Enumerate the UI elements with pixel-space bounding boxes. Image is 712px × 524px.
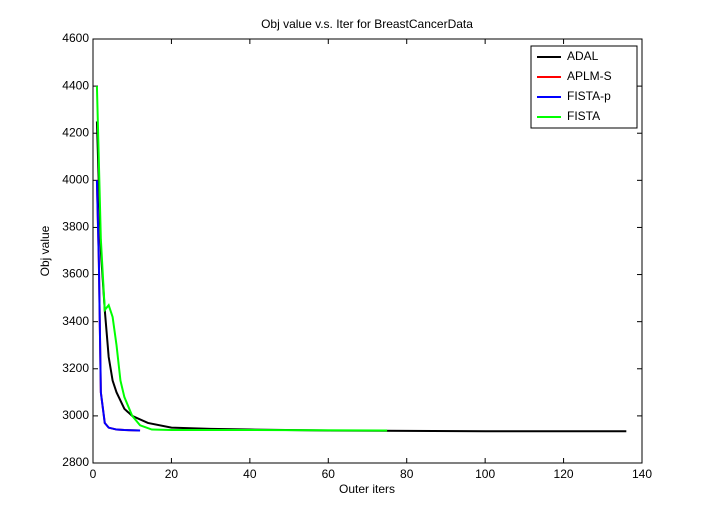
y-tick-label: 3200 xyxy=(62,361,89,375)
y-tick-label: 4400 xyxy=(62,78,89,92)
x-tick-label: 120 xyxy=(554,467,574,481)
series-line xyxy=(95,86,388,432)
y-tick-label: 3000 xyxy=(62,408,89,422)
x-tick-label: 60 xyxy=(322,467,336,481)
legend-label: APLM-S xyxy=(567,69,612,83)
x-tick-label: 20 xyxy=(165,467,179,481)
x-axis-label: Outer iters xyxy=(339,482,395,496)
y-tick-label: 4200 xyxy=(62,125,89,139)
chart-title: Obj value v.s. Iter for BreastCancerData xyxy=(261,17,473,31)
x-tick-label: 80 xyxy=(400,467,414,481)
y-tick-label: 4600 xyxy=(62,31,89,45)
y-axis-label: Obj value xyxy=(38,225,52,276)
x-tick-label: 100 xyxy=(475,467,495,481)
legend-box xyxy=(530,45,638,129)
legend-label: ADAL xyxy=(567,49,599,63)
x-tick-label: 140 xyxy=(632,467,652,481)
y-tick-label: 3400 xyxy=(62,314,89,328)
series-line xyxy=(95,180,141,432)
x-tick-label: 0 xyxy=(90,467,97,481)
y-tick-label: 3800 xyxy=(62,220,89,234)
x-tick-label: 40 xyxy=(243,467,257,481)
legend-label: FISTA xyxy=(567,109,600,123)
y-tick-label: 2800 xyxy=(62,455,89,469)
legend-label: FISTA-p xyxy=(567,89,611,103)
y-tick-label: 4000 xyxy=(62,173,89,187)
y-tick-label: 3600 xyxy=(62,267,89,281)
